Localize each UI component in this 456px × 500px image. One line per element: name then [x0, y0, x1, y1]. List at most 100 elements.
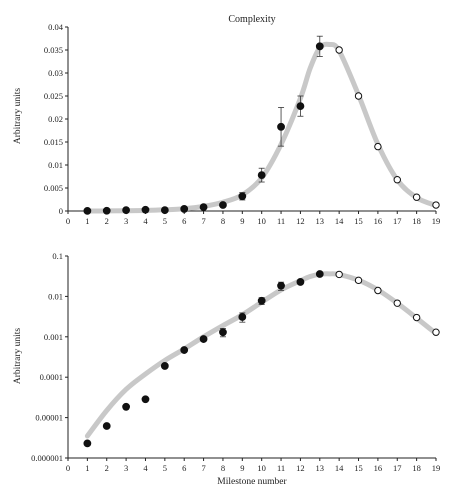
x-tick-label: 19 — [432, 216, 441, 226]
projected-point — [432, 201, 440, 209]
x-tick-label: 4 — [143, 463, 148, 473]
observed-point — [257, 171, 266, 180]
y-tick-label: 0.04 — [48, 22, 64, 32]
observed-point — [296, 278, 305, 286]
observed-point — [83, 439, 92, 448]
fit-curve-line — [84, 41, 439, 214]
y-tick-label: 0.03 — [48, 68, 63, 78]
x-tick-label: 6 — [182, 216, 186, 226]
x-tick-label: 0 — [66, 463, 70, 473]
x-tick-label: 8 — [221, 216, 225, 226]
x-tick-label: 16 — [374, 463, 383, 473]
data-marks — [83, 35, 440, 215]
y-axis-title: Arbitrary units — [13, 328, 23, 385]
x-tick-label: 1 — [85, 463, 89, 473]
projected-point — [335, 270, 343, 279]
observed-point — [277, 122, 285, 131]
observed-point — [122, 402, 131, 411]
projected-point — [374, 142, 382, 151]
projected-point — [432, 328, 440, 336]
y-tick-label: 0.000001 — [31, 453, 63, 463]
observed-point — [238, 313, 247, 321]
projected-point — [335, 46, 343, 54]
x-tick-label: 19 — [432, 463, 441, 473]
x-tick-label: 13 — [316, 216, 325, 226]
y-tick-label: 0.02 — [48, 114, 63, 124]
x-tick-label: 8 — [221, 463, 225, 473]
observed-point — [83, 207, 92, 215]
x-tick-label: 17 — [393, 216, 402, 226]
observed-point — [296, 102, 305, 111]
complexity-linear-chart: Complexity Arbitrary units 0 1 2 3 4 5 6 7 8 9 10 1… — [13, 14, 440, 226]
x-tick-label: 15 — [354, 463, 363, 473]
observed-point — [180, 346, 189, 354]
x-tick-label: 11 — [277, 216, 285, 226]
observed-point — [257, 296, 266, 305]
x-tick-label: 5 — [163, 216, 167, 226]
observed-point — [160, 206, 169, 215]
observed-point — [219, 201, 227, 209]
axis-ticks: 0 1 2 3 4 5 6 7 8 9 10 11 12 13 14 15 16 17 18 1900.0050.01… — [44, 22, 440, 226]
observed-point — [315, 270, 324, 278]
x-tick-label: 16 — [374, 216, 383, 226]
y-tick-label: 0.00001 — [35, 413, 63, 423]
projected-point — [374, 286, 382, 295]
x-tick-label: 2 — [105, 463, 109, 473]
x-axis-title: Milestone number — [217, 477, 287, 487]
x-tick-label: 1 — [85, 216, 89, 226]
observed-point — [199, 203, 208, 211]
y-tick-label: 0.01 — [48, 291, 63, 301]
x-tick-label: 17 — [393, 463, 402, 473]
x-tick-label: 9 — [240, 216, 244, 226]
x-tick-label: 18 — [412, 463, 421, 473]
x-tick-label: 7 — [201, 216, 205, 226]
x-tick-label: 12 — [296, 463, 305, 473]
observed-point — [122, 206, 131, 215]
observed-point — [102, 422, 111, 430]
observed-point — [219, 328, 227, 337]
x-tick-label: 13 — [316, 463, 325, 473]
x-tick-label: 11 — [277, 463, 285, 473]
y-axis-title: Arbitrary units — [13, 88, 23, 145]
x-tick-label: 10 — [257, 463, 266, 473]
observed-point — [160, 362, 169, 370]
y-tick-label: 0.001 — [44, 332, 63, 342]
observed-point — [277, 281, 285, 290]
x-tick-label: 10 — [257, 216, 266, 226]
y-tick-label: 0.035 — [44, 45, 63, 55]
observed-point — [141, 395, 150, 404]
projected-point — [354, 276, 363, 285]
y-tick-label: 0.01 — [48, 160, 63, 170]
x-tick-label: 14 — [335, 463, 344, 473]
data-marks — [83, 270, 440, 448]
y-tick-label: 0.015 — [44, 137, 63, 147]
x-tick-label: 0 — [66, 216, 70, 226]
x-tick-label: 3 — [124, 463, 128, 473]
x-tick-label: 5 — [163, 463, 167, 473]
projected-point — [393, 299, 401, 307]
x-tick-label: 15 — [354, 216, 363, 226]
projected-point — [354, 92, 363, 100]
axis-ticks: 0 1 2 3 4 5 6 7 8 9 10 11 12 13 14 15 16 17 18 190.0000010.… — [31, 251, 440, 473]
observed-point — [102, 206, 111, 215]
projected-point — [393, 176, 401, 184]
y-tick-label: 0.025 — [44, 91, 63, 101]
x-tick-label: 12 — [296, 216, 305, 226]
y-tick-label: 0.1 — [52, 251, 63, 261]
x-tick-label: 14 — [335, 216, 344, 226]
x-tick-label: 2 — [105, 216, 109, 226]
projected-point — [412, 313, 421, 322]
x-tick-label: 7 — [201, 463, 205, 473]
y-tick-label: 0.0001 — [40, 372, 63, 382]
projected-point — [412, 193, 421, 201]
chart-title: Complexity — [228, 14, 275, 25]
x-tick-label: 9 — [240, 463, 244, 473]
observed-point — [238, 192, 247, 201]
x-tick-label: 18 — [412, 216, 421, 226]
observed-point — [180, 205, 189, 213]
y-tick-label: 0 — [59, 206, 63, 216]
x-tick-label: 4 — [143, 216, 148, 226]
observed-point — [199, 335, 208, 343]
